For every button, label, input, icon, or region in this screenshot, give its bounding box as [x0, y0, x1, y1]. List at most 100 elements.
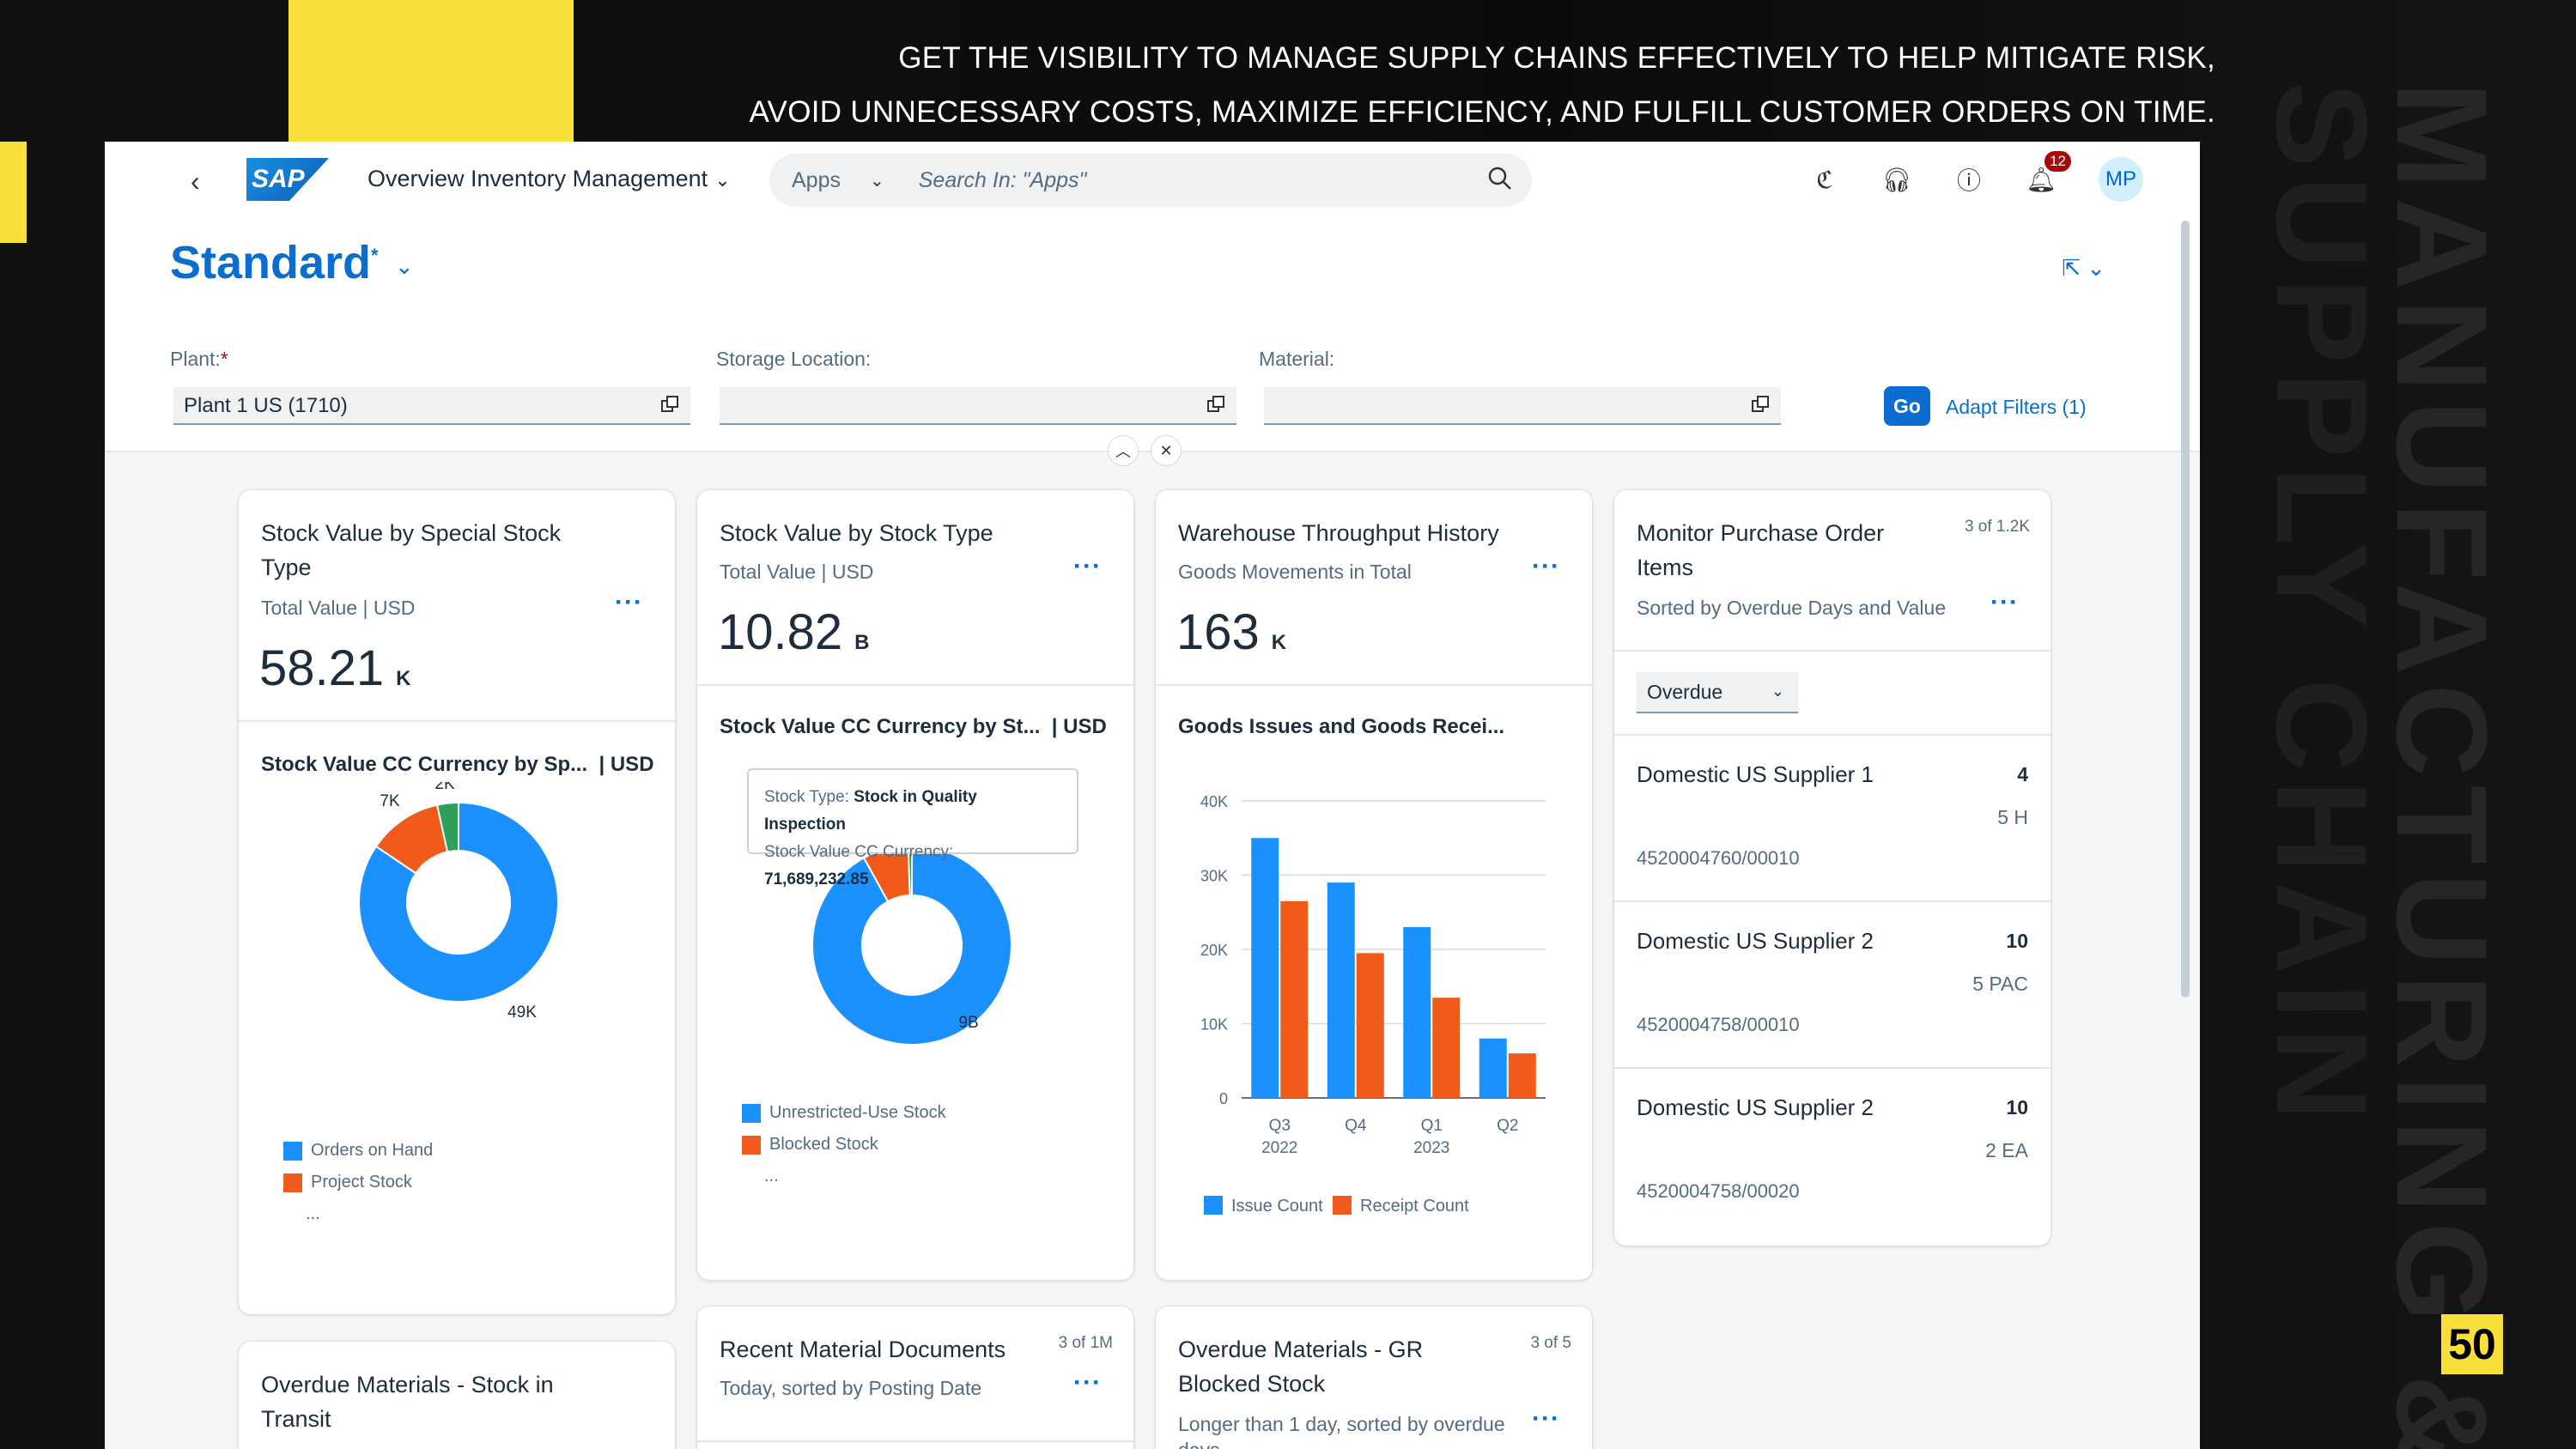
value-help-icon[interactable]	[1750, 394, 1771, 415]
storage-location-field[interactable]	[720, 387, 1236, 425]
kpi-unit: K	[1271, 631, 1287, 654]
card-more-icon[interactable]: ···	[1532, 552, 1560, 580]
donut-slice[interactable]	[358, 801, 559, 1003]
overdue-filter-select[interactable]: Overdue ⌄	[1637, 672, 1798, 713]
card-title[interactable]: Warehouse Throughput History	[1178, 520, 1499, 546]
tooltip-key: Stock Value CC Currency:	[764, 843, 954, 861]
card-subtitle: Goods Movements in Total	[1178, 561, 1412, 583]
headset-icon[interactable]: 🎧︎	[1881, 166, 1912, 193]
donut-slice[interactable]	[435, 801, 459, 853]
legend-item[interactable]: Orders on Hand	[283, 1141, 433, 1161]
variant-modified-marker: *	[371, 245, 379, 266]
card-overdue-stock-in-transit[interactable]: Overdue Materials - Stock in Transit	[239, 1342, 675, 1449]
donut-data-label: 9B	[958, 1014, 978, 1032]
pin-header-icon[interactable]: ✕	[1151, 435, 1182, 466]
search-icon[interactable]	[1487, 166, 1513, 191]
card-more-icon[interactable]: ···	[615, 588, 643, 616]
joule-icon[interactable]: ℭ	[1816, 166, 1833, 193]
go-button[interactable]: Go	[1884, 386, 1930, 426]
card-more-icon[interactable]: ···	[1990, 588, 2019, 616]
search-input[interactable]: Search In: "Apps"	[918, 167, 1087, 192]
kpi-unit: K	[396, 667, 411, 690]
card-stock-value-stock-type[interactable]: Stock Value by Stock Type Total Value | …	[697, 490, 1133, 1280]
chart-unit: | USD	[1051, 715, 1107, 738]
legend-label: Project Stock	[311, 1173, 412, 1191]
y-tick-label: 0	[1219, 1090, 1228, 1107]
variant-management[interactable]: Standard*	[170, 236, 379, 289]
donut-slice[interactable]	[811, 844, 1012, 1046]
donut-data-label: 7K	[380, 792, 400, 810]
card-more-icon[interactable]: ···	[1532, 1404, 1560, 1433]
card-more-icon[interactable]: ···	[1073, 1368, 1102, 1397]
sap-logo[interactable]: SAP	[246, 158, 329, 201]
legend-item[interactable]: Project Stock	[283, 1173, 433, 1192]
legend-item[interactable]: Unrestricted-Use Stock	[742, 1103, 946, 1123]
list-item[interactable]: Domestic US Supplier 2 10 2 EA 452000475…	[1614, 1067, 2050, 1234]
card-title[interactable]: Stock Value by Stock Type	[720, 520, 993, 546]
adapt-filters-button[interactable]: Adapt Filters (1)	[1946, 396, 2087, 418]
share-icon[interactable]: ⇱ ⌄	[2062, 255, 2105, 281]
card-recent-material-documents[interactable]: Recent Material Documents 3 of 1M Today,…	[697, 1307, 1133, 1449]
x-tick-label: 2022	[1261, 1139, 1297, 1157]
bar[interactable]	[1479, 1038, 1507, 1098]
material-field[interactable]	[1264, 387, 1781, 425]
select-value: Overdue	[1647, 681, 1723, 703]
bar-chart-goods-issues-receipts[interactable]: 0 10K 20K 30K 40K Q3 2022 Q4 Q1 2023 Q2 Issue Count…	[1156, 748, 1592, 1280]
list-item[interactable]: Domestic US Supplier 2 10 5 PAC 45200047…	[1614, 900, 2050, 1067]
slide-headline: GET THE VISIBILITY TO MANAGE SUPPLY CHAI…	[704, 31, 2215, 139]
search-field[interactable]: Apps ⌄ Search In: "Apps"	[769, 154, 1532, 207]
card-item-count: 3 of 1.2K	[1964, 518, 2030, 536]
legend-label[interactable]: Issue Count	[1231, 1197, 1323, 1216]
y-tick-label: 20K	[1200, 942, 1228, 959]
card-warehouse-throughput[interactable]: Warehouse Throughput History Goods Movem…	[1156, 490, 1592, 1280]
donut-chart-special-stock[interactable]: 49K 7K 2K	[239, 782, 675, 1091]
value-help-icon[interactable]	[659, 394, 680, 415]
legend-swatch	[742, 1103, 761, 1123]
card-subtitle: Total Value | USD	[261, 597, 416, 619]
variant-title: Standard	[170, 237, 372, 288]
legend-swatch	[742, 1135, 761, 1155]
bar[interactable]	[1251, 838, 1279, 1098]
yellow-accent-bar	[0, 142, 27, 243]
card-title[interactable]: Stock Value by Special Stock Type	[261, 516, 561, 585]
vertical-scrollbar[interactable]	[2181, 221, 2190, 997]
side-text-supply-chain: SUPPLY CHAIN	[2250, 82, 2394, 1130]
app-window: ‹ SAP Overview Inventory Management ⌄ App…	[105, 142, 2200, 1449]
card-title[interactable]: Monitor Purchase Order Items	[1637, 516, 1884, 585]
value-help-icon[interactable]	[1206, 394, 1226, 415]
card-title[interactable]: Overdue Materials - GR Blocked Stock	[1178, 1332, 1423, 1401]
bar[interactable]	[1280, 900, 1309, 1098]
card-overdue-gr-blocked-stock[interactable]: Overdue Materials - GR Blocked Stock 3 of…	[1156, 1307, 1592, 1449]
chart-title-text: Stock Value CC Currency by Sp...	[261, 753, 588, 776]
bar[interactable]	[1508, 1053, 1536, 1098]
help-icon[interactable]: ⓘ	[1956, 167, 1981, 194]
legend-label[interactable]: Receipt Count	[1360, 1197, 1469, 1216]
legend-more: ...	[306, 1204, 320, 1223]
donut-data-label: 2K	[434, 782, 455, 793]
app-title-menu[interactable]: Overview Inventory Management ⌄	[368, 166, 731, 192]
card-title[interactable]: Recent Material Documents	[720, 1337, 1006, 1362]
list-item[interactable]: Domestic US Supplier 1 4 5 H 4520004760/…	[1614, 734, 2050, 900]
bar[interactable]	[1403, 927, 1431, 1098]
bar[interactable]	[1327, 882, 1355, 1098]
card-divider	[239, 720, 675, 722]
plant-field[interactable]: Plant 1 US (1710)	[173, 387, 690, 425]
bar[interactable]	[1432, 997, 1461, 1098]
card-title-line: Stock Value by Special Stock	[261, 520, 562, 546]
card-more-icon[interactable]: ···	[1073, 552, 1102, 580]
card-stock-value-special-stock[interactable]: Stock Value by Special Stock Type Total V…	[239, 490, 675, 1314]
card-monitor-purchase-orders[interactable]: Monitor Purchase Order Items 3 of 1.2K So…	[1614, 490, 2050, 1246]
back-icon[interactable]: ‹	[191, 166, 200, 197]
chevron-down-icon[interactable]: ⌄	[395, 253, 414, 279]
search-scope-select[interactable]: Apps	[792, 167, 841, 192]
bar[interactable]	[1356, 953, 1384, 1098]
kpi-number: 10.82	[718, 604, 843, 660]
card-item-count: 3 of 5	[1530, 1334, 1571, 1352]
notifications-bell-icon[interactable]: 🔔︎ 12	[2026, 151, 2071, 194]
kpi-number: 58.21	[259, 640, 385, 696]
filter-label-plant: Plant:*	[170, 348, 228, 371]
collapse-header-icon[interactable]: ︿	[1108, 435, 1139, 466]
card-title[interactable]: Overdue Materials - Stock in Transit	[261, 1367, 554, 1436]
avatar[interactable]: MP	[2099, 157, 2143, 202]
legend-item[interactable]: Blocked Stock	[742, 1135, 946, 1155]
